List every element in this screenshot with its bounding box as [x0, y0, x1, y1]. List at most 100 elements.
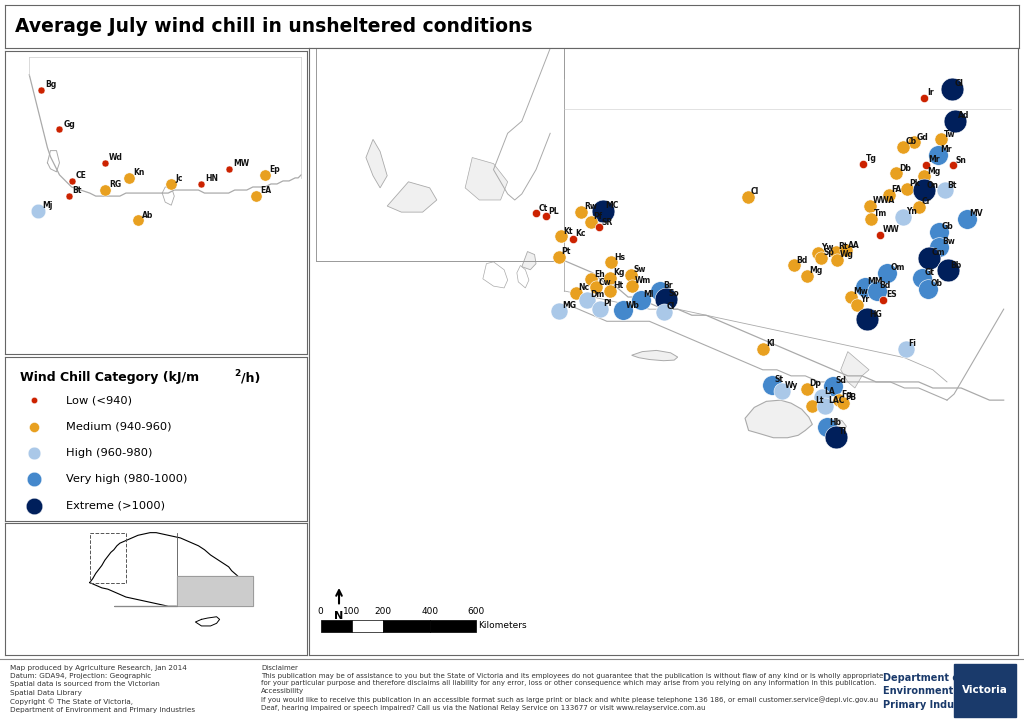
- Point: [872, 230, 889, 241]
- Text: N: N: [335, 612, 344, 621]
- Text: Wb: Wb: [626, 300, 640, 310]
- Text: CE: CE: [76, 171, 87, 180]
- Text: Sp: Sp: [823, 248, 835, 258]
- Text: Average July wind chill in unsheltered conditions: Average July wind chill in unsheltered c…: [15, 17, 532, 36]
- Point: [739, 191, 756, 203]
- Polygon shape: [465, 157, 508, 200]
- Text: Medium (940-960): Medium (940-960): [66, 422, 171, 432]
- Point: [652, 285, 669, 297]
- Text: Sd: Sd: [836, 376, 847, 386]
- Text: Bd: Bd: [797, 256, 808, 265]
- Text: Dm: Dm: [590, 290, 604, 300]
- Point: [804, 401, 820, 412]
- Point: [868, 285, 885, 297]
- Text: Bd: Bd: [880, 281, 891, 290]
- Polygon shape: [387, 182, 437, 212]
- Point: [843, 291, 859, 303]
- Point: [764, 379, 780, 391]
- Text: 600: 600: [468, 607, 485, 616]
- Point: [603, 257, 620, 269]
- Text: Hb: Hb: [829, 417, 842, 427]
- Text: Ab: Ab: [142, 211, 154, 219]
- Point: [930, 149, 946, 160]
- Point: [914, 272, 931, 284]
- Point: [947, 116, 964, 127]
- Point: [527, 207, 544, 219]
- Text: LA: LA: [824, 387, 836, 396]
- Text: Lt: Lt: [815, 396, 823, 406]
- Polygon shape: [522, 251, 536, 270]
- Point: [26, 474, 42, 485]
- Point: [939, 264, 955, 276]
- Point: [862, 200, 879, 212]
- Text: Fi: Fi: [908, 339, 916, 348]
- Text: Wd: Wd: [109, 153, 123, 162]
- Text: Ob: Ob: [931, 279, 943, 288]
- Text: Mr: Mr: [941, 144, 952, 154]
- Text: Bb: Bb: [950, 261, 962, 269]
- Point: [594, 205, 610, 217]
- Text: Gt: Gt: [925, 268, 935, 277]
- Text: Tl: Tl: [840, 427, 847, 436]
- Point: [592, 303, 608, 315]
- FancyBboxPatch shape: [954, 664, 1016, 717]
- Text: Tg: Tg: [866, 155, 877, 163]
- Text: Sw: Sw: [634, 265, 646, 274]
- Point: [813, 253, 829, 264]
- Text: AA: AA: [849, 240, 860, 250]
- Text: Bw: Bw: [942, 237, 954, 246]
- Text: Ir: Ir: [927, 88, 934, 97]
- Point: [810, 247, 826, 258]
- Text: MG: MG: [562, 301, 577, 310]
- Text: Gb: Gb: [942, 222, 953, 231]
- Text: Low (<940): Low (<940): [66, 395, 131, 405]
- Point: [579, 295, 595, 306]
- Text: Wm: Wm: [635, 277, 650, 285]
- Text: Jc: Jc: [175, 174, 183, 183]
- Text: Yn: Yn: [906, 207, 916, 216]
- Point: [910, 201, 927, 212]
- Point: [888, 168, 904, 179]
- Point: [774, 386, 791, 397]
- Text: Victoria: Victoria: [963, 684, 1008, 695]
- Point: [835, 397, 851, 409]
- Polygon shape: [841, 352, 869, 388]
- Point: [26, 394, 42, 406]
- Point: [591, 222, 607, 233]
- Text: /h): /h): [242, 372, 261, 385]
- Text: Kg: Kg: [613, 269, 625, 277]
- Text: High (960-980): High (960-980): [66, 448, 152, 458]
- Text: Cl: Cl: [751, 187, 759, 196]
- Point: [859, 313, 876, 325]
- Text: PL: PL: [549, 206, 559, 216]
- Point: [937, 185, 953, 196]
- Text: MM: MM: [867, 277, 883, 286]
- Polygon shape: [632, 350, 678, 361]
- Text: FB: FB: [846, 393, 857, 402]
- Point: [876, 295, 892, 306]
- Text: Extreme (>1000): Extreme (>1000): [66, 500, 165, 510]
- Text: Kn: Kn: [133, 168, 144, 177]
- Text: HG: HG: [869, 310, 883, 318]
- Polygon shape: [114, 576, 253, 606]
- Text: 100: 100: [343, 607, 360, 616]
- Point: [916, 185, 933, 196]
- Text: Wg: Wg: [840, 251, 854, 259]
- Point: [785, 260, 802, 271]
- Polygon shape: [517, 266, 529, 288]
- Text: Pl: Pl: [603, 300, 611, 308]
- Point: [813, 391, 829, 403]
- Point: [573, 206, 590, 218]
- Point: [829, 254, 846, 266]
- Text: 200: 200: [375, 607, 391, 616]
- Point: [583, 274, 599, 285]
- Point: [920, 283, 936, 295]
- Point: [657, 293, 674, 305]
- Point: [895, 212, 911, 223]
- Text: On: On: [927, 180, 939, 189]
- Point: [921, 253, 937, 264]
- Text: ES: ES: [886, 290, 897, 300]
- Point: [26, 447, 42, 458]
- Point: [121, 172, 137, 183]
- Text: Gg: Gg: [63, 120, 76, 129]
